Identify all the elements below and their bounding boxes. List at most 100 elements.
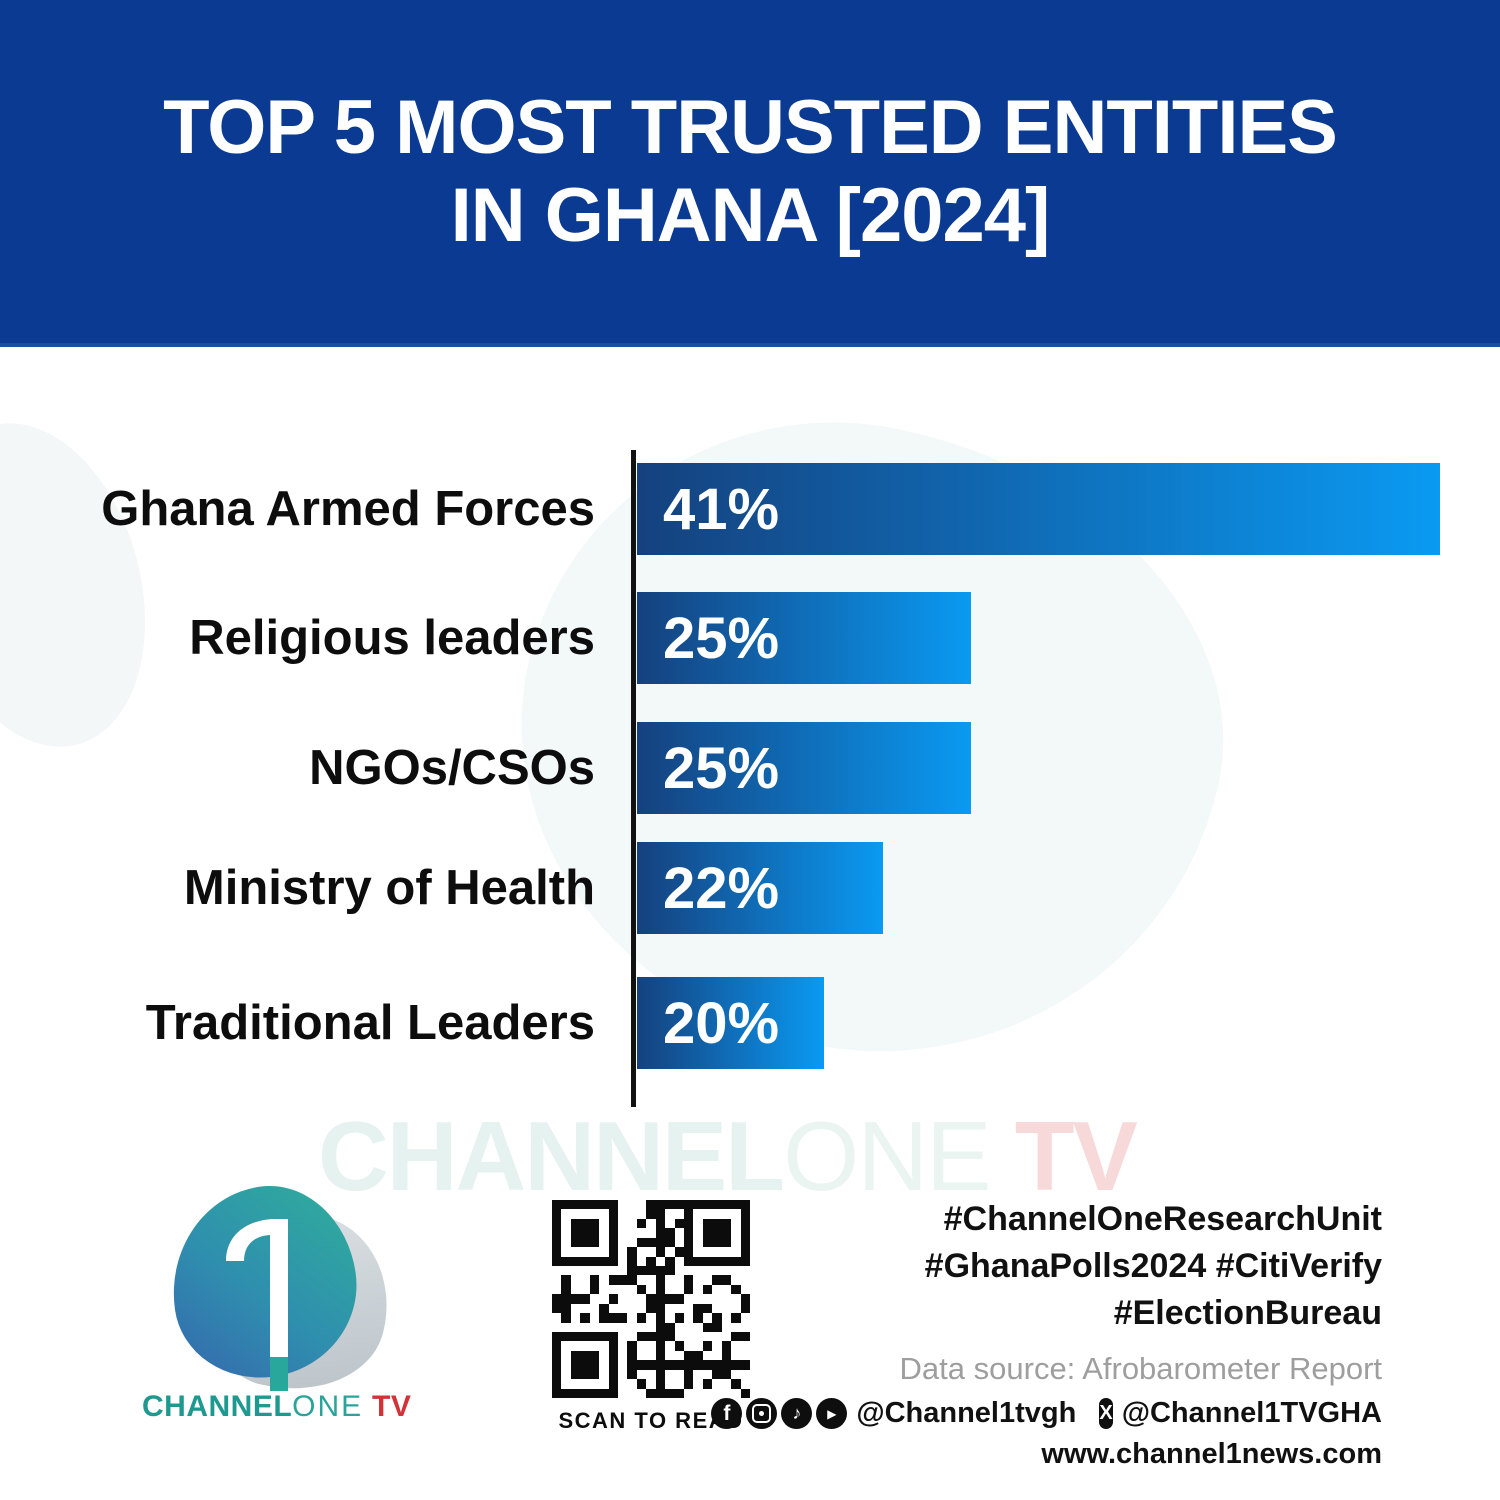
qr-module [712, 1285, 721, 1294]
qr-module [627, 1256, 637, 1266]
qr-module [740, 1228, 750, 1238]
qr-module [599, 1256, 609, 1266]
qr-module [665, 1360, 675, 1370]
qr-module [637, 1370, 646, 1379]
qr-module [561, 1370, 570, 1379]
qr-module [675, 1209, 684, 1218]
qr-module [590, 1266, 599, 1275]
qr-module [608, 1388, 618, 1398]
category-label: Ghana Armed Forces [101, 482, 595, 536]
qr-module [740, 1237, 750, 1248]
qr-module [703, 1247, 712, 1256]
qr-module [731, 1313, 741, 1323]
qr-module [637, 1341, 646, 1350]
instagram-icon [746, 1398, 778, 1429]
qr-module [552, 1237, 562, 1248]
qr-module [665, 1228, 675, 1238]
qr-module [580, 1323, 589, 1332]
qr-module [646, 1200, 656, 1210]
qr-module [599, 1351, 608, 1360]
qr-module [589, 1388, 600, 1398]
qr-module [702, 1341, 713, 1351]
qr-module [561, 1284, 571, 1295]
qr-module [618, 1360, 627, 1369]
qr-module [655, 1379, 666, 1389]
page-title-line2: IN GHANA [2024] [450, 172, 1051, 258]
qr-module [571, 1341, 580, 1350]
qr-module [627, 1294, 636, 1303]
qr-module [608, 1313, 618, 1323]
qr-module [702, 1237, 713, 1248]
qr-module [731, 1304, 740, 1313]
qr-module [731, 1247, 740, 1256]
qr-module [721, 1256, 732, 1266]
qr-module [675, 1228, 684, 1237]
qr-module [684, 1237, 694, 1248]
qr-module [731, 1256, 741, 1266]
qr-module [636, 1313, 647, 1323]
qr-module [627, 1313, 636, 1322]
qr-module [712, 1218, 722, 1229]
qr-module [693, 1332, 702, 1341]
qr-module [693, 1360, 703, 1370]
facebook-icon: f [711, 1398, 743, 1429]
qr-module [590, 1341, 599, 1350]
qr-module [627, 1247, 637, 1257]
qr-module [599, 1275, 608, 1284]
qr-module [637, 1209, 646, 1218]
qr-module [712, 1341, 721, 1350]
qr-module [599, 1200, 609, 1210]
qr-module [627, 1219, 636, 1228]
qr-module [712, 1322, 722, 1332]
qr-module [599, 1285, 608, 1294]
qr-module [608, 1350, 618, 1361]
qr-module [741, 1266, 750, 1275]
website-url: www.channel1news.com [1041, 1438, 1382, 1470]
qr-module [646, 1370, 655, 1379]
qr-module [627, 1389, 636, 1398]
qr-module [608, 1218, 618, 1229]
qr-module [684, 1266, 693, 1275]
qr-module [721, 1237, 732, 1248]
qr-module [731, 1370, 740, 1379]
qr-module [703, 1370, 712, 1379]
qr-module [552, 1313, 561, 1322]
qr-module [674, 1341, 684, 1351]
qr-module [618, 1200, 627, 1209]
qr-module [721, 1369, 732, 1380]
qr-module [731, 1323, 740, 1332]
qr-module [637, 1228, 646, 1237]
bar-value-label: 20% [663, 990, 780, 1056]
qr-module [741, 1313, 750, 1322]
qr-module [712, 1389, 721, 1398]
qr-module [561, 1275, 571, 1285]
qr-module [636, 1332, 647, 1342]
qr-module [665, 1322, 675, 1332]
qr-module [570, 1200, 581, 1210]
qr-module [665, 1332, 675, 1342]
qr-module [646, 1303, 656, 1314]
qr-module [552, 1228, 562, 1238]
qr-module [740, 1294, 750, 1304]
qr-module [693, 1247, 702, 1256]
qr-module [655, 1209, 666, 1219]
qr-module [599, 1370, 608, 1379]
qr-module [712, 1313, 722, 1323]
qr-module [702, 1218, 713, 1229]
qr-module [731, 1341, 740, 1350]
qr-module [693, 1238, 702, 1247]
qr-module [740, 1332, 750, 1342]
qr-module [561, 1360, 570, 1369]
qr-module [618, 1389, 627, 1398]
qr-module [589, 1350, 600, 1361]
qr-module [731, 1275, 740, 1284]
qr-module [703, 1351, 712, 1360]
qr-module [665, 1237, 675, 1248]
qr-module [618, 1323, 627, 1332]
qr-module [590, 1247, 599, 1256]
qr-module [646, 1351, 655, 1360]
qr-module [589, 1256, 600, 1266]
qr-module [675, 1351, 684, 1360]
qr-module [618, 1275, 628, 1285]
qr-module [712, 1200, 722, 1210]
